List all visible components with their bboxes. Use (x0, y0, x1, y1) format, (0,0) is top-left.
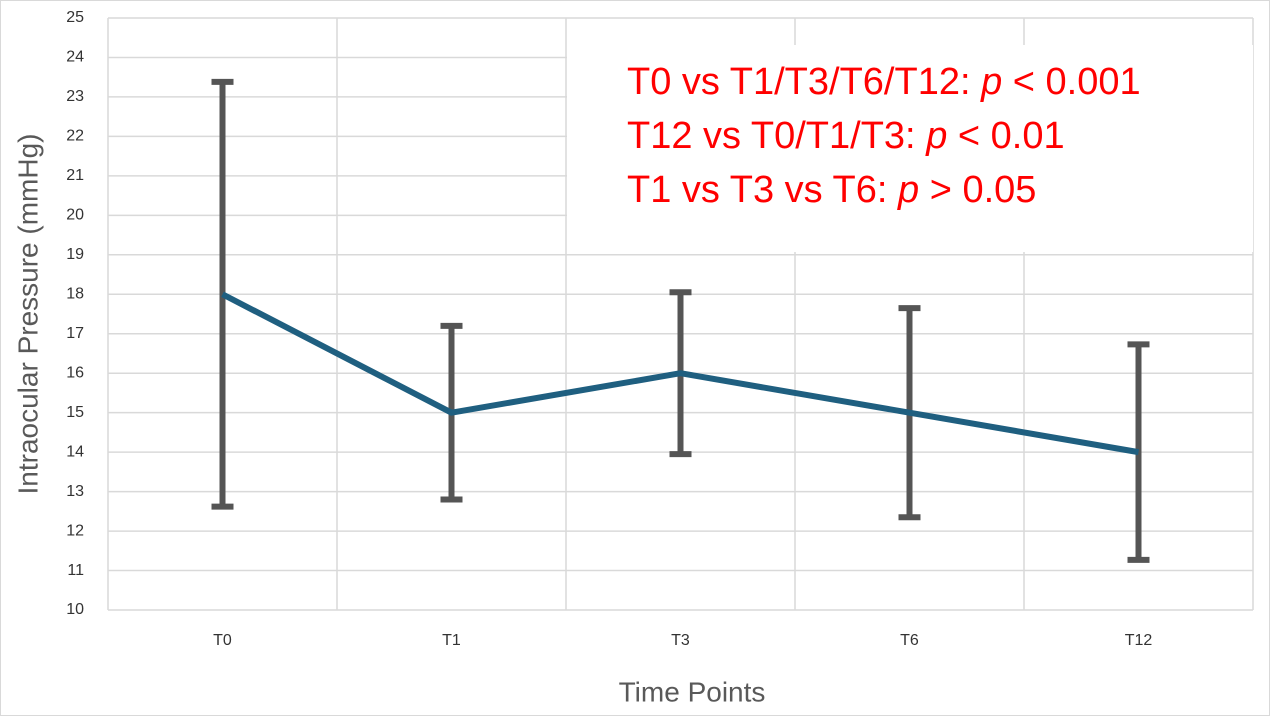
y-tick-label: 23 (66, 88, 84, 105)
x-tick-label: T3 (671, 632, 690, 649)
y-tick-label: 18 (66, 285, 84, 302)
x-tick-label: T1 (442, 632, 461, 649)
x-axis-label: Time Points (619, 676, 766, 707)
annotation-part: p (925, 115, 947, 157)
y-tick-label: 22 (66, 128, 84, 145)
annotation-part: p (897, 169, 919, 211)
y-tick-label: 12 (66, 522, 84, 539)
annotation: T0 vs T1/T3/T6/T12: p < 0.001 T12 vs T0/T… (567, 45, 1253, 252)
y-tick-label: 16 (66, 364, 84, 381)
y-tick-label: 25 (66, 9, 84, 26)
annotation-part: p (980, 61, 1002, 103)
annotation-part: < 0.01 (947, 115, 1064, 157)
annotation-text: T0 vs T1/T3/T6/T12: p < 0.001 (627, 61, 1141, 103)
annotation-part: T12 vs T0/T1/T3: (627, 115, 926, 157)
x-tick-label: T12 (1125, 632, 1153, 649)
y-axis-label: Intraocular Pressure (mmHg) (12, 134, 43, 495)
annotation-box (567, 45, 1253, 252)
y-tick-label: 10 (66, 601, 84, 618)
y-tick-label: 19 (66, 246, 84, 263)
data-line (221, 291, 1140, 456)
y-tick-label: 14 (66, 443, 84, 460)
y-tick-label: 24 (66, 49, 84, 66)
annotation-part: < 0.001 (1002, 61, 1140, 103)
annotation-part: T1 vs T3 vs T6: (627, 169, 898, 211)
annotation-part: > 0.05 (919, 169, 1036, 211)
x-tick-label: T6 (900, 632, 919, 649)
annotation-text: T12 vs T0/T1/T3: p < 0.01 (627, 115, 1065, 157)
y-tick-label: 17 (66, 325, 84, 342)
y-tick-label: 21 (66, 167, 84, 184)
y-tick-label: 20 (66, 207, 84, 224)
annotation-text: T1 vs T3 vs T6: p > 0.05 (627, 169, 1036, 211)
y-tick-label: 13 (66, 483, 84, 500)
y-tick-label: 15 (66, 404, 84, 421)
x-tick-label: T0 (213, 632, 232, 649)
y-tick-label: 11 (67, 562, 84, 579)
annotation-part: T0 vs T1/T3/T6/T12: (627, 61, 981, 103)
